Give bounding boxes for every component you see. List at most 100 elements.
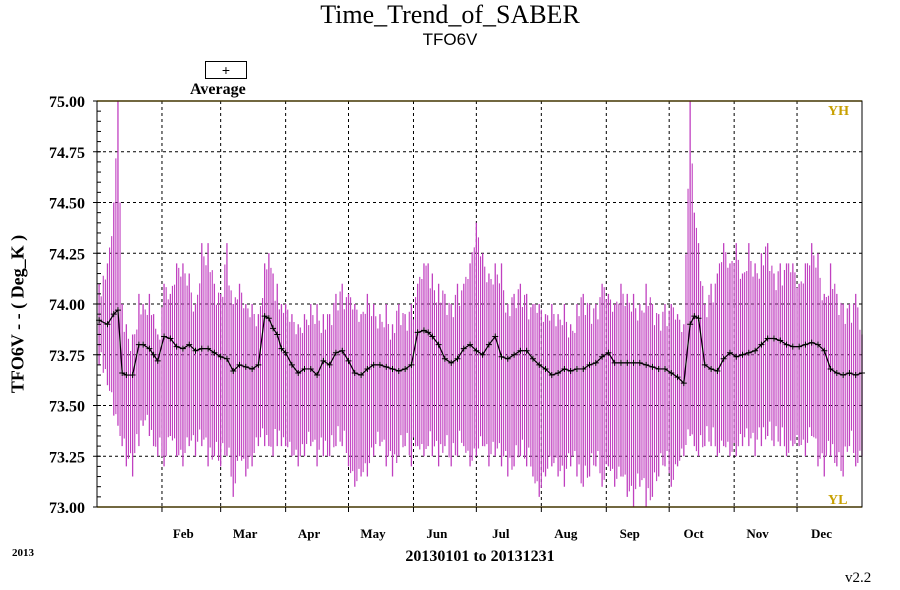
- x-tick-label: Aug: [554, 526, 578, 541]
- x-axis-label: 20130101 to 20131231: [405, 548, 555, 565]
- x-tick-label: Mar: [233, 526, 258, 541]
- average-marker: [599, 353, 606, 360]
- x-tick-label: Sep: [620, 526, 640, 541]
- average-marker: [668, 370, 675, 377]
- average-marker: [611, 359, 618, 366]
- version-label: v2.2: [845, 570, 872, 586]
- average-marker: [691, 313, 698, 320]
- average-marker: [104, 321, 111, 328]
- average-marker: [314, 372, 321, 379]
- average-marker: [573, 365, 580, 372]
- average-marker: [479, 351, 486, 358]
- average-marker: [504, 355, 511, 362]
- y-tick-label: 74.50: [49, 196, 85, 213]
- average-marker: [255, 361, 262, 368]
- average-marker: [414, 329, 421, 336]
- y-tick-label: 74.75: [49, 145, 85, 162]
- average-marker: [561, 365, 568, 372]
- average-marker: [205, 345, 212, 352]
- x-tick-label: Dec: [811, 526, 832, 541]
- average-marker: [114, 307, 121, 314]
- y-tick-label: 73.00: [49, 500, 85, 517]
- average-marker: [536, 361, 543, 368]
- average-marker: [161, 333, 168, 340]
- average-marker: [460, 345, 467, 352]
- average-marker: [448, 359, 455, 366]
- average-marker: [726, 349, 733, 356]
- legend-symbol: +: [221, 62, 231, 78]
- average-marker: [110, 311, 117, 318]
- x-tick-label: Jun: [426, 526, 448, 541]
- average-marker: [485, 341, 492, 348]
- x-tick-label: Feb: [173, 526, 194, 541]
- x-tick-label: Apr: [298, 526, 321, 541]
- average-marker: [783, 341, 790, 348]
- average-marker: [655, 365, 662, 372]
- average-marker: [425, 329, 432, 336]
- average-marker: [282, 349, 289, 356]
- average-marker: [192, 347, 199, 354]
- average-marker: [580, 365, 587, 372]
- average-marker: [852, 372, 859, 379]
- average-marker: [770, 335, 777, 342]
- average-marker: [123, 372, 130, 379]
- legend-label: Average: [190, 81, 246, 98]
- x-tick-label: Jul: [492, 526, 510, 541]
- average-marker: [473, 347, 480, 354]
- average-marker: [402, 365, 409, 372]
- average-marker: [636, 359, 643, 366]
- average-marker: [739, 351, 746, 358]
- average-marker: [389, 365, 396, 372]
- average-marker: [408, 361, 415, 368]
- average-marker: [295, 370, 302, 377]
- average-marker: [808, 339, 815, 346]
- chart-subtitle: TFO6V: [422, 30, 478, 49]
- average-marker: [821, 347, 828, 354]
- average-marker: [833, 370, 840, 377]
- average-marker: [332, 349, 339, 356]
- average-marker: [777, 337, 784, 344]
- average-marker: [198, 345, 205, 352]
- average-marker: [173, 343, 180, 350]
- x-tick-label: May: [360, 526, 386, 541]
- y-tick-label: 73.75: [49, 348, 85, 365]
- average-marker: [630, 359, 637, 366]
- average-marker: [745, 349, 752, 356]
- average-marker: [395, 367, 402, 374]
- average-marker: [758, 341, 765, 348]
- average-marker: [186, 341, 193, 348]
- average-marker: [586, 361, 593, 368]
- average-marker: [376, 361, 383, 368]
- average-marker: [383, 363, 390, 370]
- average-marker: [370, 361, 377, 368]
- average-marker: [687, 321, 694, 328]
- average-marker: [146, 345, 153, 352]
- average-marker: [617, 359, 624, 366]
- average-marker: [265, 315, 272, 322]
- y-tick-label: 74.00: [49, 297, 85, 314]
- average-marker: [567, 367, 574, 374]
- average-marker: [351, 370, 358, 377]
- average-marker: [511, 351, 518, 358]
- average-marker: [129, 372, 136, 379]
- y-tick-label: 73.25: [49, 449, 85, 466]
- average-marker: [211, 349, 218, 356]
- average-marker: [733, 353, 740, 360]
- average-marker: [529, 355, 536, 362]
- average-marker: [150, 351, 157, 358]
- average-marker: [555, 370, 562, 377]
- average-marker: [339, 347, 346, 354]
- average-marker: [420, 327, 427, 334]
- average-marker: [217, 353, 224, 360]
- average-marker: [345, 357, 352, 364]
- average-marker: [364, 365, 371, 372]
- average-marker: [605, 349, 612, 356]
- average-marker: [542, 365, 549, 372]
- x-tick-label: Oct: [684, 526, 705, 541]
- average-marker: [435, 341, 442, 348]
- average-marker: [249, 365, 256, 372]
- average-marker: [270, 325, 277, 332]
- average-marker: [548, 372, 555, 379]
- average-marker: [846, 370, 853, 377]
- average-marker: [119, 370, 126, 377]
